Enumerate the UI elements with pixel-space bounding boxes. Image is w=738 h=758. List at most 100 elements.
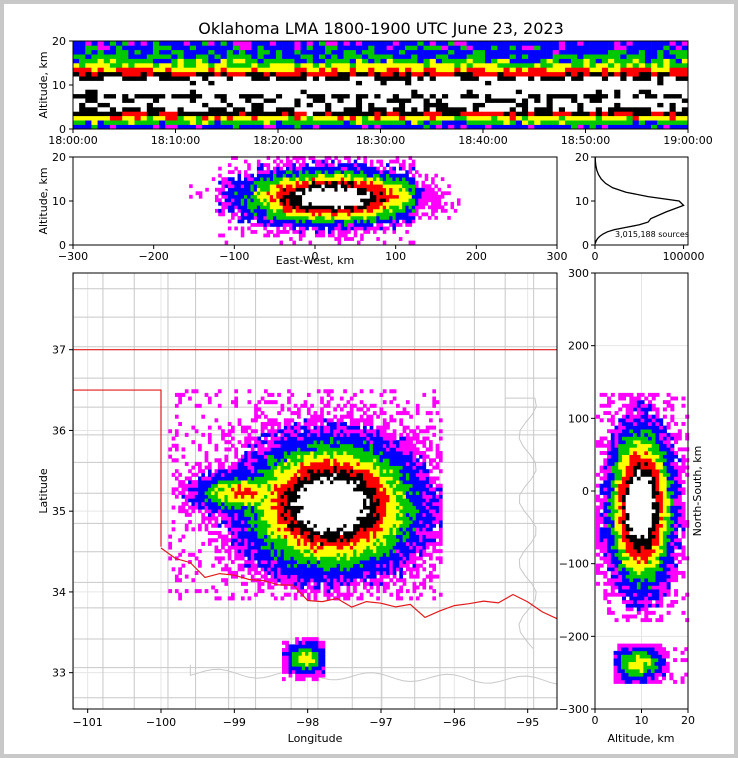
time-height-cell [454,107,461,112]
time-height-cell [337,45,344,51]
plan-view-cell [194,472,199,477]
time-height-cell [595,63,603,68]
ew-altitude-cell [256,180,261,185]
time-height-cell [325,54,332,59]
plan-view-cell [270,541,275,546]
plan-view-cell [267,523,272,528]
time-height-cell [546,107,553,112]
time-height-cell [294,45,301,51]
ew-altitude-cell [273,194,277,199]
ew-altitude-cell [279,177,284,182]
time-height-cell [349,54,357,59]
time-height-cell [263,115,271,121]
ew-altitude-cell [408,201,413,206]
time-height-cell [331,124,338,130]
time-height-cell [515,45,523,51]
ew-altitude-cell [373,219,377,224]
plan-view-cell [214,596,219,601]
ew-altitude-cell [353,187,358,192]
plan-view-cell [290,392,295,397]
plan-view-cell [214,538,219,543]
ew-altitude-cell [292,156,296,160]
ew-altitude-cell [395,159,400,164]
ew-altitude-cell [402,173,406,178]
plan-view-cell [320,501,324,506]
time-height-cell [472,120,480,125]
time-height-cell [146,41,154,46]
plan-view-cell [277,429,281,434]
plan-view-cell [234,541,239,546]
time-height-cell [478,41,486,46]
plan-view-cell [267,480,272,485]
plan-view-cell [267,440,272,445]
time-height-cell [460,76,467,81]
ew-altitude-cell [337,240,342,245]
ew-altitude-cell [315,201,319,206]
time-height-cell [552,54,560,59]
time-height-cell [97,63,105,68]
plan-view-cell [254,436,258,441]
ew-altitude-cell [408,156,413,160]
plan-view-cell [320,436,324,441]
plan-view-cell [250,491,255,496]
time-height-cell [183,45,191,51]
ew-altitude-cell [415,194,419,199]
time-height-cell [269,80,277,86]
plan-view-cell [257,523,262,528]
ew-altitude-cell [331,177,335,182]
ew-altitude-cell [350,194,355,199]
ew-altitude-cell [269,184,274,189]
ew-altitude-cell [385,215,390,220]
ew-altitude-cell [273,159,277,164]
plan-view-cell [270,447,275,452]
plan-view-cell [280,567,285,572]
ew-altitude-cell [221,191,225,196]
time-height-cell [300,63,307,68]
ew-altitude-cell [305,219,309,224]
time-height-cell [657,63,664,68]
time-height-cell [485,115,492,121]
ew-altitude-cell [269,180,274,185]
ew-altitude-cell [266,180,271,185]
time-height-cell [349,67,357,73]
time-height-cell [651,41,658,46]
plan-view-cell [264,509,268,514]
ew-altitude-cell [260,219,264,224]
ew-altitude-cell [269,177,274,182]
plan-view-cell [270,418,275,423]
plan-view-cell [264,549,268,554]
plan-view-cell [227,465,232,470]
ew-altitude-cell [305,194,309,199]
time-height-cell [521,45,529,51]
time-height-cell [128,120,135,125]
plan-view-cell [191,425,196,430]
time-height-cell [337,71,344,77]
plan-view-cell [306,549,311,554]
ew-altitude-cell [266,208,271,213]
ew-altitude-cell [266,201,271,206]
plan-view-cell [247,425,252,430]
ew-altitude-cell [402,219,406,224]
time-height-cell [362,71,369,77]
plan-view-cell [240,476,245,481]
ew-altitude-cell [311,205,316,210]
plan-view-cell [270,512,275,517]
time-height-cell [343,120,351,125]
plan-view-cell [214,443,219,448]
plan-view-cell [267,556,272,561]
time-height-cell [202,80,209,86]
time-height-cell [325,120,332,125]
time-height-cell [552,41,560,46]
time-height-cell [608,115,615,121]
time-height-cell [343,41,351,46]
ew-altitude-cell [266,205,271,210]
time-height-cell [448,120,455,125]
time-height-cell [398,71,406,77]
plan-view-cell [207,530,212,535]
time-height-cell [398,102,406,108]
time-height-cell [386,41,394,46]
time-height-cell [380,58,387,64]
time-height-cell [159,93,166,99]
time-height-cell [294,102,301,108]
time-height-cell [675,63,683,68]
